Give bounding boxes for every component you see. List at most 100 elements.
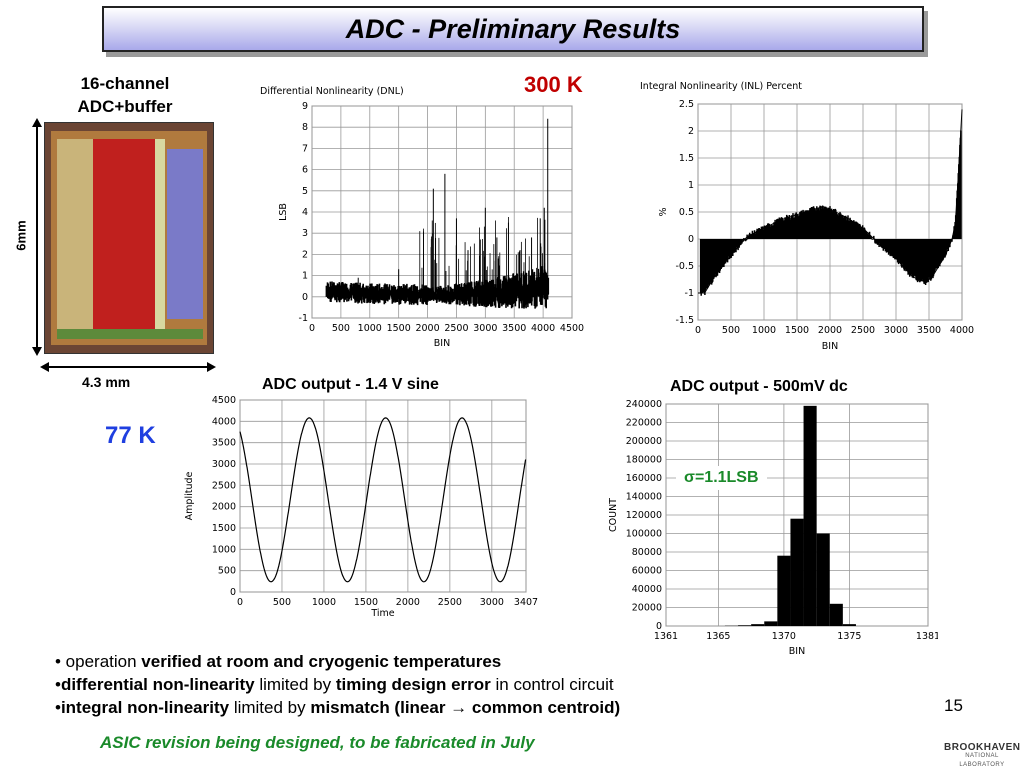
y-tick-label: 1500 bbox=[212, 523, 236, 534]
x-axis-label: Time bbox=[370, 608, 394, 619]
x-tick-label: 500 bbox=[722, 325, 740, 336]
y-axis-label: Amplitude bbox=[184, 472, 195, 521]
slide-title-box: ADC - Preliminary Results bbox=[102, 6, 924, 52]
y-tick-label: 0 bbox=[230, 587, 236, 598]
x-tick-label: 3000 bbox=[480, 597, 504, 608]
y-tick-label: 200000 bbox=[626, 436, 662, 447]
width-label: 4.3 mm bbox=[82, 374, 130, 390]
y-tick-label: 500 bbox=[218, 566, 236, 577]
histogram-bar bbox=[817, 534, 830, 627]
y-tick-label: 1.5 bbox=[679, 153, 694, 164]
y-tick-label: 4500 bbox=[212, 395, 236, 406]
x-tick-label: 2500 bbox=[438, 597, 462, 608]
sine-chart-heading: ADC output - 1.4 V sine bbox=[262, 376, 439, 394]
x-tick-label: 4000 bbox=[531, 323, 555, 334]
y-tick-label: 8 bbox=[302, 122, 308, 133]
y-tick-label: 2000 bbox=[212, 502, 236, 513]
y-axis-label: % bbox=[658, 207, 669, 216]
histogram-bar bbox=[764, 621, 777, 626]
x-tick-label: 0 bbox=[237, 597, 243, 608]
logo-main-text: BROOKHAVEN bbox=[944, 743, 1020, 752]
y-tick-label: -0.5 bbox=[675, 261, 694, 272]
height-label: 6mm bbox=[14, 216, 29, 256]
y-tick-label: 240000 bbox=[626, 399, 662, 410]
y-tick-label: -1 bbox=[685, 288, 694, 299]
x-axis-label: BIN bbox=[822, 341, 838, 352]
x-tick-label: 0 bbox=[309, 323, 315, 334]
x-tick-label: 0 bbox=[695, 325, 701, 336]
y-tick-label: 6 bbox=[302, 165, 308, 176]
y-tick-label: 2 bbox=[688, 126, 694, 137]
x-tick-label: 2000 bbox=[415, 323, 439, 334]
y-tick-label: 60000 bbox=[632, 566, 662, 577]
x-tick-label: 3500 bbox=[502, 323, 526, 334]
x-tick-label: 4500 bbox=[560, 323, 584, 334]
chip-label: 16-channel ADC+buffer bbox=[60, 72, 190, 118]
y-tick-label: 180000 bbox=[626, 455, 662, 466]
x-tick-label: 2000 bbox=[396, 597, 420, 608]
x-tick-label: 3000 bbox=[884, 325, 908, 336]
slide-title: ADC - Preliminary Results bbox=[346, 14, 681, 45]
x-tick-label: 1375 bbox=[837, 631, 861, 642]
x-tick-label: 3000 bbox=[473, 323, 497, 334]
x-tick-label: 1365 bbox=[706, 631, 730, 642]
x-tick-label: 500 bbox=[273, 597, 291, 608]
chip-micrograph bbox=[44, 122, 214, 354]
y-tick-label: 20000 bbox=[632, 603, 662, 614]
temperature-77k: 77 K bbox=[105, 422, 156, 450]
x-tick-label: 2500 bbox=[851, 325, 875, 336]
width-dimension-arrow bbox=[40, 361, 216, 373]
histogram-bar bbox=[751, 624, 764, 626]
y-tick-label: 5 bbox=[302, 186, 308, 197]
chip-label-line1: 16-channel bbox=[60, 72, 190, 95]
y-tick-label: 1 bbox=[688, 180, 694, 191]
chip-layout-drawing bbox=[45, 123, 213, 353]
x-tick-label: 500 bbox=[332, 323, 350, 334]
bullet-item: •differential non-linearity limited by t… bbox=[55, 673, 620, 696]
y-tick-label: 160000 bbox=[626, 473, 662, 484]
y-tick-label: -1 bbox=[299, 313, 308, 324]
chip-label-line2: ADC+buffer bbox=[60, 95, 190, 118]
histogram-bar bbox=[790, 519, 803, 626]
x-tick-label: 1500 bbox=[387, 323, 411, 334]
hist-chart-heading: ADC output - 500mV dc bbox=[670, 378, 848, 396]
x-tick-label: 1000 bbox=[752, 325, 776, 336]
histogram-bar bbox=[804, 406, 817, 626]
y-tick-label: 9 bbox=[302, 101, 308, 112]
y-tick-label: 3500 bbox=[212, 438, 236, 449]
logo-sub-text: NATIONAL LABORATORY bbox=[944, 752, 1020, 770]
x-tick-label: 2500 bbox=[444, 323, 468, 334]
x-axis-label: BIN bbox=[789, 646, 805, 657]
y-tick-label: 140000 bbox=[626, 492, 662, 503]
y-tick-label: 0 bbox=[656, 621, 662, 632]
y-tick-label: 2 bbox=[302, 249, 308, 260]
y-tick-label: 2500 bbox=[212, 480, 236, 491]
y-axis-label: LSB bbox=[278, 203, 289, 221]
y-tick-label: -1.5 bbox=[675, 315, 694, 326]
x-tick-label: 1000 bbox=[358, 323, 382, 334]
y-tick-label: 1 bbox=[302, 271, 308, 282]
y-tick-label: 3000 bbox=[212, 459, 236, 470]
x-tick-label: 3407 bbox=[514, 597, 538, 608]
x-tick-label: 1500 bbox=[785, 325, 809, 336]
footer-note: ASIC revision being designed, to be fabr… bbox=[100, 733, 535, 753]
bullet-item: • operation verified at room and cryogen… bbox=[55, 650, 620, 673]
x-tick-label: 2000 bbox=[818, 325, 842, 336]
x-tick-label: 3500 bbox=[917, 325, 941, 336]
y-axis-label: COUNT bbox=[608, 498, 619, 532]
histogram-bar bbox=[738, 625, 751, 626]
y-tick-label: 120000 bbox=[626, 510, 662, 521]
y-tick-label: 7 bbox=[302, 143, 308, 154]
height-dimension-arrow bbox=[30, 118, 44, 356]
page-number: 15 bbox=[944, 696, 963, 716]
x-tick-label: 1361 bbox=[654, 631, 678, 642]
histogram-bar bbox=[843, 624, 856, 626]
x-tick-label: 1500 bbox=[354, 597, 378, 608]
chart-title: Differential Nonlinearity (DNL) bbox=[260, 86, 404, 97]
x-tick-label: 4000 bbox=[950, 325, 974, 336]
y-tick-label: 40000 bbox=[632, 584, 662, 595]
histogram-bar bbox=[777, 556, 790, 626]
sigma-label: σ=1.1LSB bbox=[676, 466, 767, 490]
